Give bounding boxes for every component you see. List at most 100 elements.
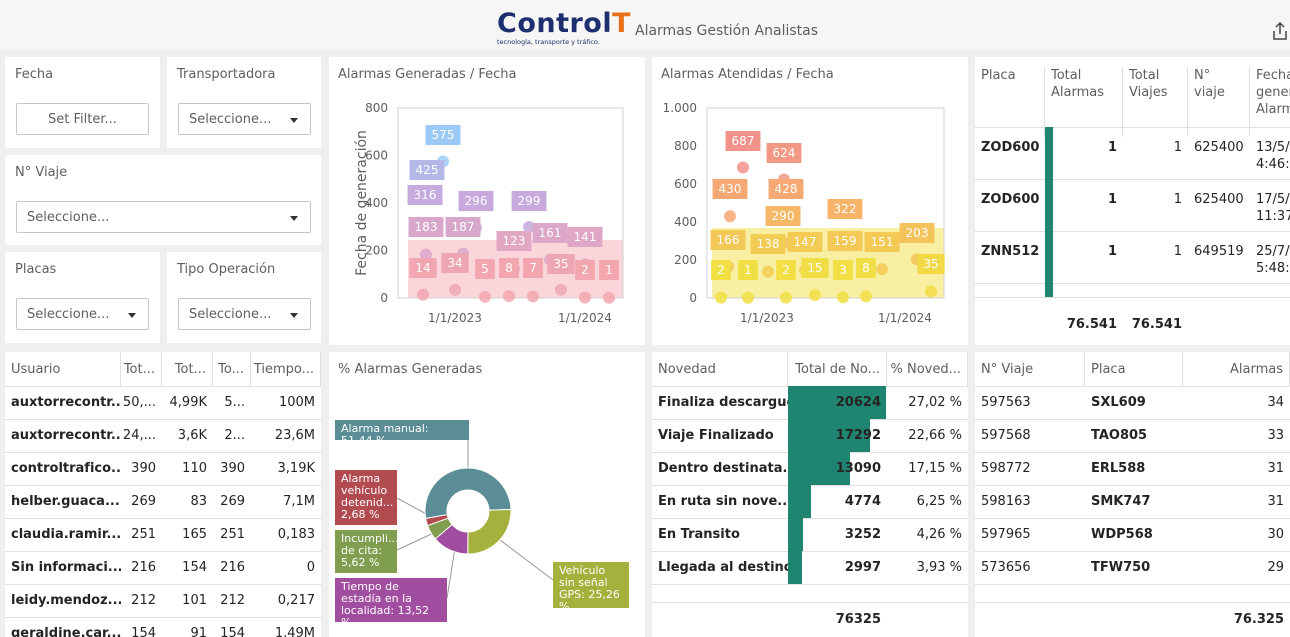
bar <box>1045 283 1053 297</box>
row-line <box>652 602 968 603</box>
table-cell: 110 <box>182 461 207 476</box>
header: ControlT tecnología, transporte y tráfic… <box>0 0 1290 50</box>
filter-dropdown[interactable]: Seleccione... <box>178 298 311 330</box>
table-cell: 6,25 % <box>916 494 962 509</box>
table-total: 76.325 <box>1233 611 1284 627</box>
filter-panel: Fecha Set Filter... <box>5 57 160 148</box>
filter-dropdown[interactable]: Seleccione... <box>16 201 311 233</box>
table-cell: 251 <box>220 527 245 542</box>
share-icon[interactable] <box>1271 21 1289 41</box>
table-cell: 651950 <box>1188 295 1250 297</box>
table-cell: 101 <box>182 593 207 608</box>
column-header: Usuario <box>5 352 121 386</box>
table-cell: 34 <box>1267 395 1284 410</box>
table-cell: 598163 <box>981 494 1031 509</box>
table-cell: 212 <box>131 593 156 608</box>
table-panel: Placa Total Alarmas Total Viajes N° viaje Fe… <box>975 57 1290 345</box>
filter-dropdown[interactable]: Seleccione... <box>178 103 311 135</box>
table-cell: TAO805 <box>1091 428 1148 443</box>
filter-label: Tipo Operación <box>177 262 276 277</box>
filter-label: Fecha <box>15 67 54 82</box>
donut-label-name: Incumpli... de cita: <box>341 532 399 557</box>
row-line <box>5 551 321 552</box>
row-line <box>5 386 321 387</box>
table-cell: 100M <box>278 395 315 410</box>
donut-label: Vehículo sin señal GPS: 25,26 % <box>553 562 629 613</box>
chart-panel: Alarmas Atendidas / Fecha <box>652 57 968 345</box>
table-cell: 20624 <box>835 395 881 410</box>
table-cell: claudia.ramir... <box>11 527 121 542</box>
row-line <box>652 584 968 585</box>
table-cell: 7,1M <box>283 494 315 509</box>
donut-label-name: Vehículo sin señal GPS: <box>559 564 608 601</box>
table-cell: ERL588 <box>1091 461 1146 476</box>
table-cell: 269 <box>131 494 156 509</box>
table-cell: 251 <box>131 527 156 542</box>
logo-tagline: tecnología, transporte y tráfico. <box>497 38 600 46</box>
column-header: To... <box>213 352 251 386</box>
filter-button[interactable]: Set Filter... <box>16 103 149 135</box>
column-header: Fecha generación Alarma <box>1250 67 1290 137</box>
filter-dropdown[interactable]: Seleccione... <box>16 298 149 330</box>
table-cell: Dentro destinata... <box>658 461 788 476</box>
row-line <box>975 127 1290 128</box>
table-cell: 269 <box>220 494 245 509</box>
table-body: Finaliza descargue 20624 27,02 % Viaje Fina… <box>652 386 968 602</box>
row-line <box>975 231 1290 232</box>
donut-label-value: 25,26 % <box>559 588 620 613</box>
table-cell: 0,217 <box>277 593 315 608</box>
table-cell: 1 <box>1123 295 1188 297</box>
column-header: Placa <box>1085 352 1183 386</box>
table-cell: 154 <box>131 626 156 637</box>
filter-label: Transportadora <box>177 67 276 82</box>
table-cell: 22,66 % <box>908 428 962 443</box>
row-line <box>975 551 1290 552</box>
donut-label-name: Tiempo de estadía en la localidad: <box>341 580 412 617</box>
table-cell: 4,26 % <box>916 527 962 542</box>
column-header: Novedad <box>652 352 788 386</box>
table-cell: 3252 <box>844 527 881 542</box>
table-body: auxtorrecontr... 50,... 4,99K 5... 100M auxto… <box>5 386 321 637</box>
table-cell: 17,15 % <box>908 461 962 476</box>
table-cell: 91 <box>190 626 207 637</box>
column-header: Placa <box>975 67 1045 137</box>
row-line <box>975 602 1290 603</box>
table-cell: geraldine.car... <box>11 626 121 637</box>
row-line <box>975 485 1290 486</box>
logo: ControlT <box>497 8 632 39</box>
table-cell: 390 <box>131 461 156 476</box>
column-header: Total Alarmas <box>1045 67 1123 137</box>
table-cell: 25/7/ 5:48:0 <box>1256 244 1290 276</box>
table-cell: 0 <box>306 560 315 575</box>
row-line <box>975 584 1290 585</box>
table-cell: auxtorrecontr... <box>11 395 121 410</box>
chart-title: Alarmas Generadas / Fecha <box>338 67 517 82</box>
table-cell: 13090 <box>835 461 881 476</box>
table-cell: ZNN512 <box>975 295 1045 297</box>
bar <box>788 551 803 584</box>
table-cell: 154 <box>182 560 207 575</box>
table-cell: 1 <box>1107 192 1117 207</box>
row-line <box>975 297 1290 298</box>
column-header: Tot... <box>162 352 213 386</box>
table-cell: 30 <box>1267 527 1284 542</box>
table-cell: 573656 <box>981 560 1031 575</box>
table-cell: WDP568 <box>1091 527 1153 542</box>
table-cell: SMK747 <box>1091 494 1151 509</box>
table-cell: 597965 <box>981 527 1031 542</box>
filter-panel: N° Viaje Seleccione... <box>5 155 321 245</box>
table-cell: controltrafico... <box>11 461 121 476</box>
row-line <box>975 283 1290 284</box>
table-cell: helber.guaca... <box>11 494 120 509</box>
row-line <box>5 485 321 486</box>
table-cell: TFW750 <box>1091 560 1151 575</box>
row-line <box>975 518 1290 519</box>
row-line <box>5 452 321 453</box>
column-header: % Noved... <box>887 352 968 386</box>
table-cell: Llegada al destino <box>658 560 788 575</box>
bar <box>788 419 871 452</box>
chart-title: Alarmas Atendidas / Fecha <box>661 67 834 82</box>
column-header: N° viaje <box>1188 67 1250 137</box>
table-cell: 1 <box>1107 244 1117 259</box>
